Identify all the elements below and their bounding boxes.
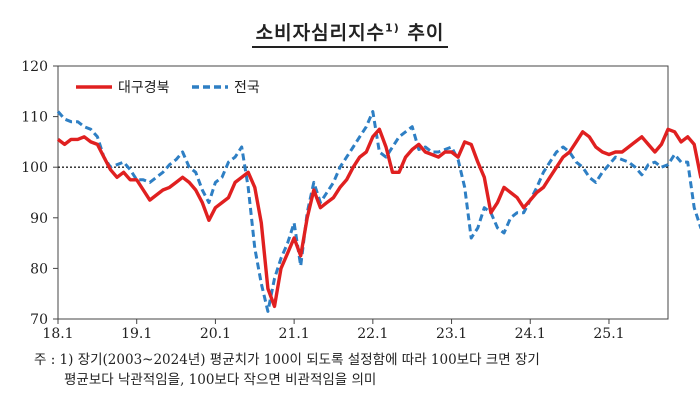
footnote-line-2: 평균보다 낙관적임을, 100보다 작으면 비관적임을 의미 bbox=[64, 372, 377, 388]
series-line-daegu-gyeongbuk bbox=[56, 127, 700, 309]
legend-label: 대구경북 bbox=[118, 80, 170, 96]
series-line-national bbox=[56, 110, 700, 313]
line-chart: 70 80 90 100 110 120 18.1 19.1 20.1 21.1 22.1 23.1… bbox=[21, 59, 700, 342]
legend-label: 전국 bbox=[234, 80, 260, 96]
x-tick-label: 25.1 bbox=[593, 326, 624, 342]
x-tick-label: 18.1 bbox=[42, 326, 73, 342]
chart-title-footnote-marker: 1) bbox=[385, 21, 400, 35]
footnote: 주 : 1) 장기(2003~2024년) 평균치가 100이 되도록 설정함에… bbox=[34, 350, 540, 390]
series-group bbox=[56, 110, 700, 313]
y-tick-label: 120 bbox=[21, 59, 48, 75]
chart-title-main: 소비자심리지수 bbox=[255, 22, 386, 44]
x-tick-label: 21.1 bbox=[279, 326, 310, 342]
y-tick-label: 110 bbox=[21, 110, 48, 126]
y-tick-label: 100 bbox=[21, 160, 48, 176]
y-tick-label: 80 bbox=[30, 261, 48, 277]
x-axis: 18.1 19.1 20.1 21.1 22.1 23.1 24.1 25.1 bbox=[42, 319, 625, 342]
x-tick-label: 22.1 bbox=[357, 326, 388, 342]
footnote-line-1: 주 : 1) 장기(2003~2024년) 평균치가 100이 되도록 설정함에… bbox=[34, 352, 540, 368]
y-axis: 70 80 90 100 110 120 bbox=[21, 59, 58, 328]
x-tick-label: 23.1 bbox=[436, 326, 467, 342]
x-tick-label: 24.1 bbox=[515, 326, 546, 342]
chart-title: 소비자심리지수1) 추이 bbox=[0, 18, 700, 48]
x-tick-label: 19.1 bbox=[121, 326, 152, 342]
x-tick-label: 20.1 bbox=[200, 326, 231, 342]
y-tick-label: 70 bbox=[30, 312, 48, 328]
legend: 대구경북 전국 bbox=[76, 80, 260, 96]
chart-title-suffix: 추이 bbox=[399, 22, 445, 44]
plot-area bbox=[57, 65, 669, 320]
y-tick-label: 90 bbox=[30, 211, 48, 227]
